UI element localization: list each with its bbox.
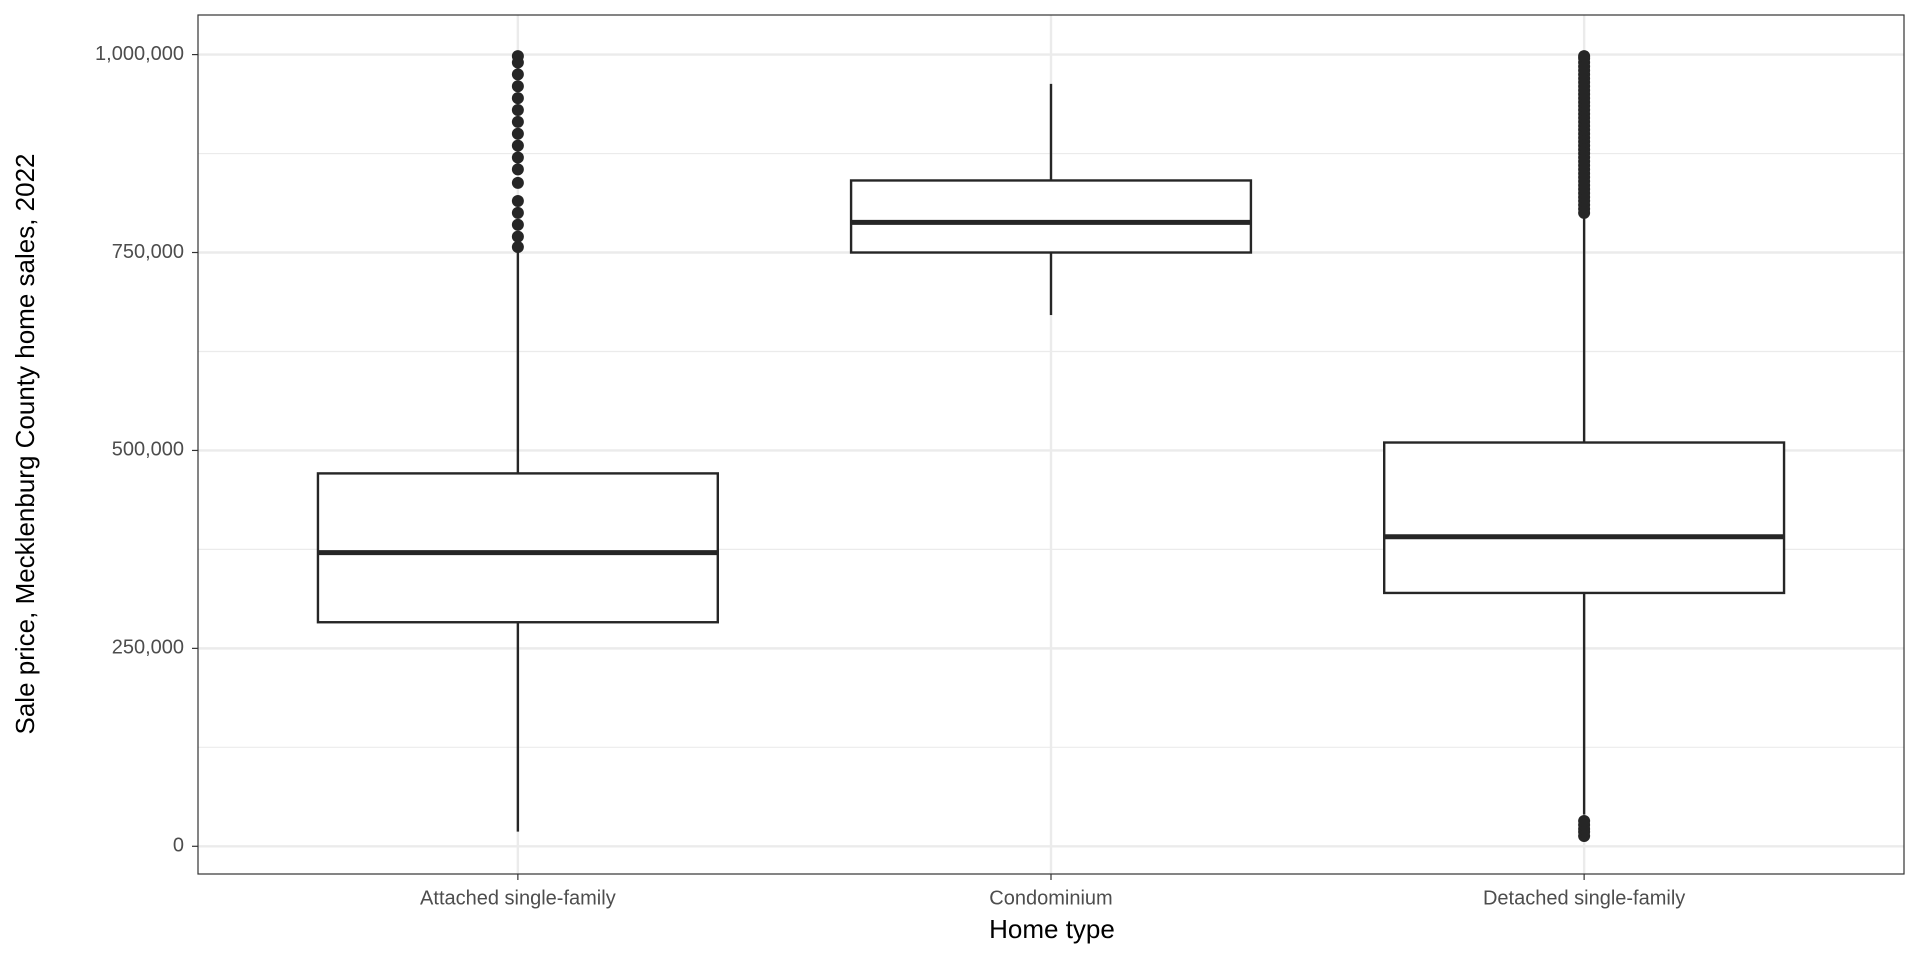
x-axis-title: Home type — [989, 914, 1115, 944]
y-tick-label: 1,000,000 — [95, 43, 184, 65]
outlier — [511, 115, 524, 128]
outlier — [511, 163, 524, 176]
x-tick-label: Detached single-family — [1483, 887, 1685, 909]
outlier — [1578, 814, 1591, 827]
y-tick-label: 750,000 — [112, 241, 184, 263]
outlier — [511, 80, 524, 93]
x-tick-label: Condominium — [989, 887, 1112, 909]
y-tick-label: 250,000 — [112, 637, 184, 659]
outlier — [511, 195, 524, 208]
box — [316, 472, 719, 624]
outlier — [511, 127, 524, 140]
outlier — [511, 104, 524, 117]
box — [1383, 441, 1786, 595]
outlier — [511, 230, 524, 243]
y-tick-label: 0 — [173, 835, 184, 857]
outlier — [511, 206, 524, 219]
outlier — [511, 139, 524, 152]
panel-border — [197, 14, 1905, 875]
outlier — [1578, 50, 1591, 63]
outlier — [511, 50, 524, 63]
outlier — [511, 68, 524, 81]
box — [849, 179, 1253, 254]
outlier — [511, 92, 524, 105]
x-tick-label: Attached single-family — [420, 887, 616, 909]
outlier — [511, 151, 524, 164]
y-tick-label: 500,000 — [112, 439, 184, 461]
outlier — [511, 218, 524, 231]
outlier — [511, 176, 524, 189]
y-axis-title: Sale price, Mecklenburg County home sale… — [10, 154, 40, 735]
outlier — [511, 240, 524, 253]
